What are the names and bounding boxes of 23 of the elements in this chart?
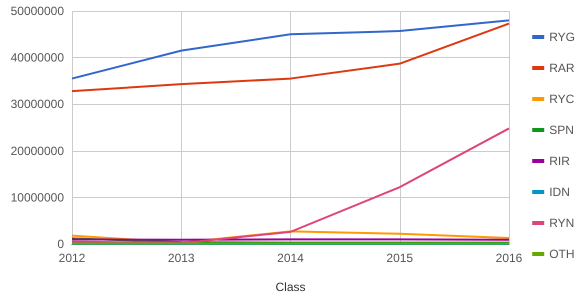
legend-label: OTH	[549, 247, 575, 261]
line-series	[71, 22, 510, 92]
x-tick-label: 2014	[277, 251, 304, 265]
legend-label: SPN	[549, 123, 574, 137]
legend-label: RIR	[549, 154, 570, 168]
x-tick-label: 2012	[58, 251, 86, 265]
y-tick-label: 20000000	[10, 144, 64, 158]
line-series	[71, 19, 510, 80]
y-tick-label: 50000000	[10, 4, 64, 18]
line-series	[71, 127, 510, 244]
x-tick-label: 2015	[386, 251, 414, 265]
y-tick-label: 40000000	[10, 50, 64, 65]
legend-label: RYG	[549, 30, 576, 44]
y-tick-label: 0	[57, 237, 64, 251]
legend-label: RYN	[549, 216, 574, 230]
x-tick-label: 2013	[168, 251, 195, 265]
y-tick-label: 10000000	[10, 190, 64, 204]
legend-label: IDN	[549, 185, 570, 199]
legend-label: RYC	[549, 92, 575, 106]
legend-label: RAR	[549, 61, 575, 75]
y-tick-label: 30000000	[10, 97, 64, 112]
x-tick-label: 2016	[496, 251, 523, 265]
x-axis-title: Class	[275, 280, 306, 294]
